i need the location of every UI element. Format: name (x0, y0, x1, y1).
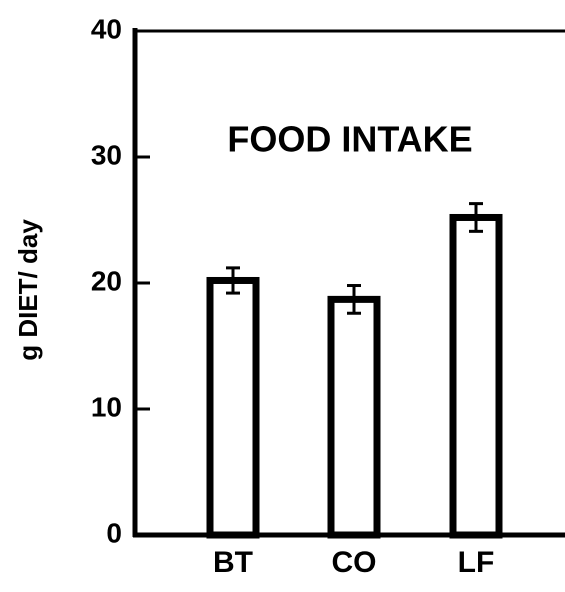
chart-title: FOOD INTAKE (227, 119, 472, 160)
bar (327, 295, 381, 539)
x-tick-label: CO (332, 546, 377, 579)
y-tick-label: 10 (91, 391, 122, 422)
bar (449, 213, 503, 539)
y-tick-label: 0 (106, 517, 122, 548)
y-tick-label: 20 (91, 265, 122, 296)
y-tick-label: 30 (91, 139, 122, 170)
x-tick-label: LF (458, 546, 495, 579)
error-bar (347, 284, 361, 315)
error-bar (469, 202, 483, 233)
error-bar (226, 266, 240, 295)
x-tick-label: BT (213, 546, 253, 579)
bar (206, 276, 260, 539)
y-tick-label: 40 (91, 13, 122, 44)
y-axis-label: g DIET/ day (13, 219, 43, 361)
